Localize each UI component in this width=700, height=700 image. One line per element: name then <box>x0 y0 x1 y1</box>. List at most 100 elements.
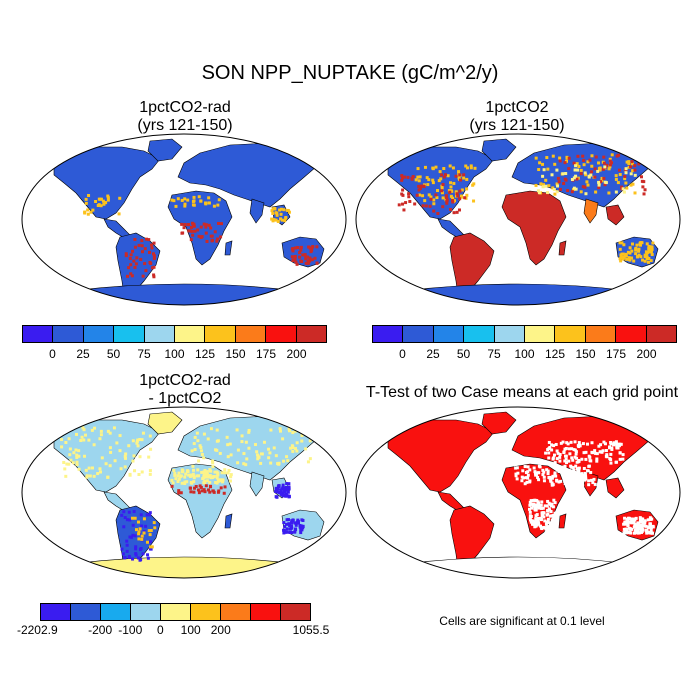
colorbar-panel-3-swatch-8 <box>281 604 310 620</box>
colorbar-panel-1-swatch-3 <box>114 326 145 342</box>
colorbar-panel-2-ticks-label-2: 50 <box>456 347 471 361</box>
map-panel-3-globe-outline <box>21 406 347 579</box>
map-panel-2-land <box>387 138 659 305</box>
colorbar-panel-3-swatch-2 <box>101 604 131 620</box>
colorbar-panel-1-ticks-label-8: 200 <box>286 347 307 361</box>
colorbar-panel-2-ticks-label-4: 100 <box>514 347 535 361</box>
map-panel-2-seasia <box>605 204 625 226</box>
colorbar-panel-1-swatch-9 <box>296 326 327 342</box>
map-panel-1-antarctica <box>57 283 311 305</box>
colorbar-panel-3-ticks-label-2: -100 <box>118 623 143 637</box>
colorbar-panel-1-ticks-label-2: 50 <box>106 347 121 361</box>
panel-1-title-line2: (yrs 121-150) <box>137 117 233 134</box>
colorbar-panel-2-ticks: 0 25 50 75 100 125 150 175 200 <box>372 347 677 361</box>
colorbar-panel-2-ticks-label-7: 175 <box>605 347 627 361</box>
colorbar-panel-2-swatch-2 <box>433 326 465 342</box>
colorbar-panel-2-ticks-label-0: 0 <box>399 347 406 361</box>
significance-note: Cells are significant at 0.1 level <box>439 614 605 628</box>
map-panel-4-antarctica <box>391 556 645 578</box>
colorbar-panel-3-swatch-4 <box>161 604 191 620</box>
figure-title: SON NPP_NUPTAKE (gC/m^2/y) <box>201 62 499 84</box>
map-panel-4-land <box>387 411 659 578</box>
map-panel-2-india <box>583 198 599 224</box>
map-panel-2-greenland <box>481 138 517 162</box>
colorbar-panel-2-ticks-label-5: 125 <box>544 347 566 361</box>
colorbar-panel-3-ticks-label-5: 200 <box>210 623 231 637</box>
colorbar-panel-2-swatch-3 <box>464 326 495 342</box>
colorbar-panel-3-swatch-1 <box>71 604 101 620</box>
colorbar-panel-1-ticks-label-7: 175 <box>255 347 277 361</box>
map-panel-1-madagascar <box>224 240 233 256</box>
colorbar-panel-3-swatch-0 <box>41 604 71 620</box>
map-panel-1-globe-outline <box>21 133 347 306</box>
map-panel-3-land <box>53 411 325 578</box>
panel-title-4: T-Test of two Case means at each grid po… <box>365 384 679 401</box>
panel-2-title-line1: 1pctCO2 <box>485 99 549 116</box>
map-panel-2-africa <box>501 190 567 266</box>
panel-3-title-line1: 1pctCO2-rad <box>139 372 231 389</box>
colorbar-panel-3-swatch-5 <box>191 604 221 620</box>
map-panel-4-globe-outline <box>355 406 681 579</box>
colorbar-panel-3-ticks: -2202.9 -200 -100 0 100 200 1055.5 <box>17 623 329 637</box>
map-panel-2-antarctica <box>391 283 645 305</box>
colorbar-panel-3 <box>40 603 311 621</box>
panel-2-title-line2: (yrs 121-150) <box>469 117 565 134</box>
map-panel-1-land <box>53 138 325 305</box>
colorbar-panel-1 <box>22 325 327 343</box>
map-panel-3-antarctica <box>57 556 311 578</box>
map-panel-4-seasia <box>605 477 625 499</box>
colorbar-panel-3-swatch-7 <box>251 604 281 620</box>
colorbar-panel-3-swatch-6 <box>221 604 251 620</box>
colorbar-panel-3-ticks-label-4: 100 <box>180 623 201 637</box>
map-panel-1-india <box>249 198 265 224</box>
map-panel-4 <box>355 406 681 579</box>
colorbar-panel-1-swatch-7 <box>235 326 267 342</box>
map-panel-4-greenland <box>481 411 517 435</box>
colorbar-panel-3-ticks-label-1: -200 <box>88 623 113 637</box>
map-panel-2-madagascar <box>558 240 567 256</box>
colorbar-panel-1-ticks-label-1: 25 <box>76 347 90 361</box>
colorbar-panel-3-swatch-3 <box>131 604 161 620</box>
map-panel-1-na <box>53 146 161 220</box>
colorbar-panel-2-swatch-4 <box>494 326 526 342</box>
map-panel-2-globe-outline <box>355 133 681 306</box>
colorbar-panel-2-swatch-9 <box>646 326 677 342</box>
map-panel-3-madagascar <box>224 513 233 529</box>
colorbar-panel-2-swatch-5 <box>525 326 556 342</box>
map-panel-1-eurasia <box>177 142 321 208</box>
colorbar-panel-1-ticks-label-0: 0 <box>49 347 56 361</box>
colorbar-panel-2-swatch-6 <box>555 326 586 342</box>
map-panel-2 <box>355 133 681 306</box>
map-panel-4-madagascar <box>558 513 567 529</box>
panel-title-2: 1pctCO2 (yrs 121-150) <box>352 99 682 135</box>
colorbar-panel-1-ticks-label-4: 100 <box>164 347 185 361</box>
colorbar-panel-1-swatch-6 <box>205 326 236 342</box>
colorbar-panel-2-swatch-1 <box>403 326 434 342</box>
map-panel-2-na <box>387 146 495 220</box>
colorbar-panel-2 <box>372 325 677 343</box>
colorbar-panel-1-ticks-label-3: 75 <box>137 347 151 361</box>
colorbar-panel-1-swatch-2 <box>83 326 115 342</box>
colorbar-panel-1-swatch-4 <box>144 326 176 342</box>
colorbar-panel-2-ticks-label-8: 200 <box>636 347 657 361</box>
panel-title-1: 1pctCO2-rad (yrs 121-150) <box>20 99 350 135</box>
colorbar-panel-1-ticks-label-5: 125 <box>194 347 216 361</box>
colorbar-panel-1-ticks-label-6: 150 <box>225 347 246 361</box>
colorbar-panel-3-ticks-label-0: -2202.9 <box>16 623 58 637</box>
colorbar-panel-1-ticks: 0 25 50 75 100 125 150 175 200 <box>22 347 327 361</box>
colorbar-panel-2-ticks-label-1: 25 <box>426 347 440 361</box>
map-panel-4-na <box>387 419 495 493</box>
colorbar-panel-1-swatch-0 <box>23 326 54 342</box>
map-panel-3-greenland <box>147 411 183 435</box>
map-panel-3-na <box>53 419 161 493</box>
panel-3-title-line2: - 1pctCO2 <box>148 390 222 407</box>
panel-title-3: 1pctCO2-rad - 1pctCO2 <box>20 372 350 408</box>
colorbar-panel-2-swatch-7 <box>585 326 617 342</box>
map-panel-1 <box>21 133 347 306</box>
map-panel-3 <box>21 406 347 579</box>
colorbar-panel-2-ticks-label-6: 150 <box>575 347 596 361</box>
colorbar-panel-3-ticks-label-3: 0 <box>156 623 164 637</box>
colorbar-panel-1-swatch-1 <box>53 326 84 342</box>
colorbar-panel-1-swatch-5 <box>175 326 206 342</box>
map-panel-3-india <box>249 471 265 497</box>
